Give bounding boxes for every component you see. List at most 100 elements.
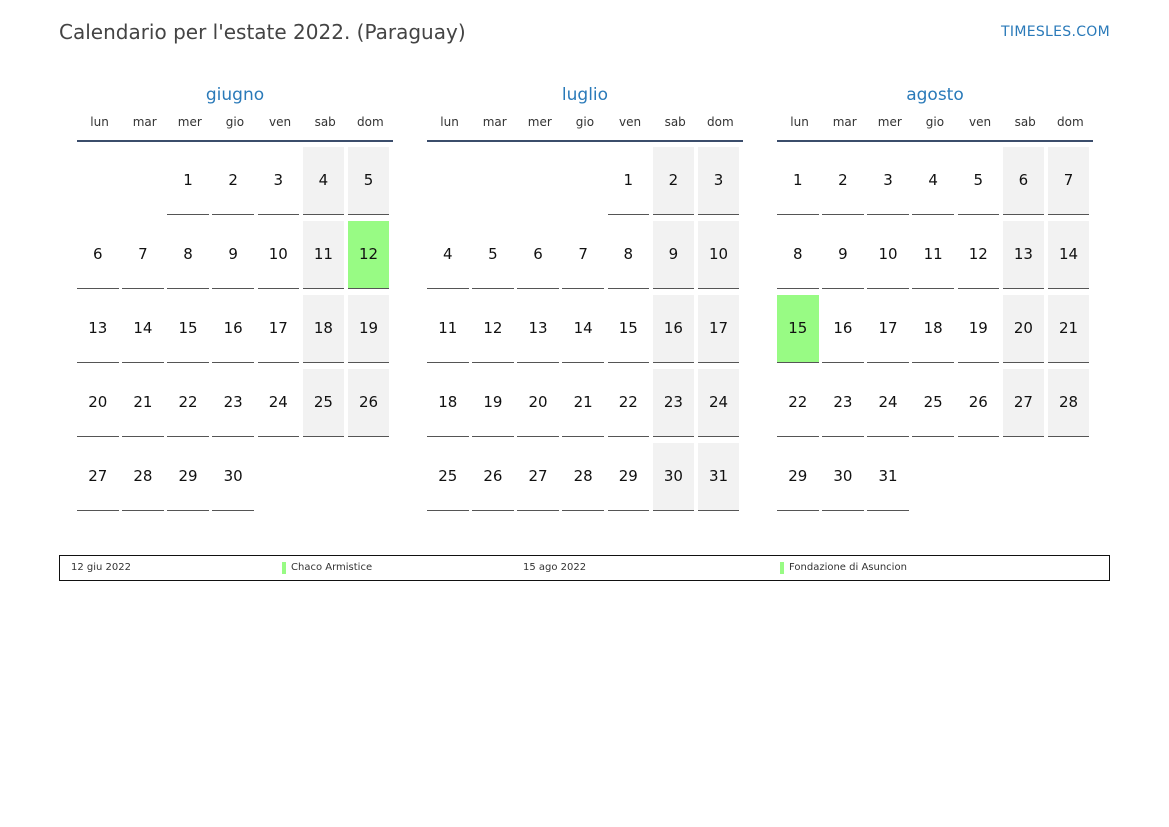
empty-cell <box>77 147 119 214</box>
day-cell: 5 <box>957 147 999 215</box>
day-cell: 3 <box>697 147 740 215</box>
holiday-legend: 12 giu 2022 Chaco Armistice 15 ago 2022 … <box>59 555 1110 581</box>
day-cell: 12 <box>957 221 999 289</box>
day-cell: 28 <box>122 443 164 511</box>
day-cell: 3 <box>257 147 299 215</box>
day-cell: 6 <box>517 221 559 289</box>
day-cell: 15 <box>167 295 209 363</box>
empty-cell <box>427 147 469 214</box>
day-cell: 25 <box>912 369 954 437</box>
day-cell: 25 <box>302 369 345 437</box>
day-cell: 12 <box>472 295 514 363</box>
month-calendar-july: luglio lun mar mer gio ven sab dom 1 2 3 4 5 6 7 8 9 10… <box>427 84 743 517</box>
weekday-label: mar <box>832 115 857 129</box>
day-cell: 16 <box>652 295 695 363</box>
day-cell: 17 <box>697 295 740 363</box>
day-cell: 7 <box>1047 147 1090 215</box>
day-cell: 27 <box>1002 369 1045 437</box>
day-cell: 25 <box>427 443 469 511</box>
weekday-label: gio <box>575 115 595 129</box>
day-cell: 3 <box>867 147 909 215</box>
weekday-label: mer <box>877 115 902 129</box>
holiday-day-cell: 12 <box>347 221 390 289</box>
day-cell: 24 <box>867 369 909 437</box>
day-cell: 20 <box>77 369 119 437</box>
day-cell: 18 <box>427 369 469 437</box>
holiday-swatch <box>282 562 286 574</box>
day-cell: 7 <box>562 221 604 289</box>
day-cell: 28 <box>562 443 604 511</box>
day-cell: 10 <box>257 221 299 289</box>
legend-holiday-name: Chaco Armistice <box>291 562 373 573</box>
day-cell: 16 <box>822 295 864 363</box>
day-cell: 19 <box>347 295 390 363</box>
day-cell: 31 <box>697 443 740 511</box>
day-cell: 26 <box>472 443 514 511</box>
weekday-label: dom <box>356 115 384 129</box>
legend-date: 12 giu 2022 <box>71 562 131 573</box>
weekday-label: mar <box>482 115 507 129</box>
day-cell: 23 <box>822 369 864 437</box>
empty-cell <box>472 147 514 214</box>
day-cell: 13 <box>517 295 559 363</box>
month-name: luglio <box>561 85 609 105</box>
day-cell: 13 <box>1002 221 1045 289</box>
day-cell: 21 <box>562 369 604 437</box>
day-cell: 22 <box>777 369 819 437</box>
day-cell: 4 <box>912 147 954 215</box>
month-calendar-june: giugno lun mar mer gio ven sab dom 1 2 3 4 5 6 7 8 9 10… <box>77 84 393 517</box>
day-cell: 5 <box>347 147 390 215</box>
day-cell: 23 <box>212 369 254 437</box>
day-cell: 4 <box>302 147 345 215</box>
day-cell: 30 <box>822 443 864 511</box>
weekday-label: lun <box>440 115 459 129</box>
empty-cell <box>562 147 604 214</box>
day-cell: 5 <box>472 221 514 289</box>
month-calendar-august: agosto lun mar mer gio ven sab dom 1 2 3 4 5 6 7 8 9 10… <box>777 84 1093 517</box>
site-link[interactable]: TIMESLES.COM <box>1001 24 1110 40</box>
day-cell: 2 <box>212 147 254 215</box>
day-cell: 18 <box>912 295 954 363</box>
day-cell: 30 <box>652 443 695 511</box>
legend-date: 15 ago 2022 <box>523 562 587 573</box>
day-cell: 28 <box>1047 369 1090 437</box>
day-grid: 1 2 3 4 5 6 7 8 9 10 11 12 13 14 15 16 17 18 19 20 21 22 23 24 2… <box>777 147 1093 517</box>
weekday-label: gio <box>925 115 945 129</box>
day-grid: 1 2 3 4 5 6 7 8 9 10 11 12 13 14 15 16 17 18 19 20 21 22 23 24 2… <box>427 147 743 517</box>
day-cell: 2 <box>822 147 864 215</box>
month-name: agosto <box>906 85 964 105</box>
weekday-header: lun mar mer gio ven sab dom <box>427 114 743 142</box>
day-cell: 6 <box>77 221 119 289</box>
day-cell: 29 <box>167 443 209 511</box>
weekday-label: dom <box>706 115 734 129</box>
day-cell: 27 <box>517 443 559 511</box>
day-cell: 20 <box>517 369 559 437</box>
page-title: Calendario per l'estate 2022. (Paraguay) <box>59 20 466 44</box>
holiday-day-cell: 15 <box>777 295 819 363</box>
weekday-label: mar <box>132 115 157 129</box>
day-grid: 1 2 3 4 5 6 7 8 9 10 11 12 13 14 15 16 17 18 19 20 21 22 23 24 2… <box>77 147 393 517</box>
day-cell: 31 <box>867 443 909 511</box>
day-cell: 11 <box>302 221 345 289</box>
day-cell: 27 <box>77 443 119 511</box>
day-cell: 9 <box>652 221 695 289</box>
day-cell: 8 <box>607 221 649 289</box>
weekday-label: lun <box>790 115 809 129</box>
weekday-label: gio <box>225 115 245 129</box>
weekday-header: lun mar mer gio ven sab dom <box>77 114 393 142</box>
weekday-header: lun mar mer gio ven sab dom <box>777 114 1093 142</box>
weekday-label: sab <box>314 115 336 129</box>
day-cell: 4 <box>427 221 469 289</box>
weekday-label: sab <box>664 115 686 129</box>
holiday-swatch <box>780 562 784 574</box>
day-cell: 9 <box>212 221 254 289</box>
weekday-label: sab <box>1014 115 1036 129</box>
day-cell: 24 <box>257 369 299 437</box>
day-cell: 2 <box>652 147 695 215</box>
day-cell: 14 <box>562 295 604 363</box>
day-cell: 29 <box>777 443 819 511</box>
day-cell: 22 <box>167 369 209 437</box>
weekday-label: dom <box>1056 115 1084 129</box>
day-cell: 15 <box>607 295 649 363</box>
day-cell: 26 <box>347 369 390 437</box>
